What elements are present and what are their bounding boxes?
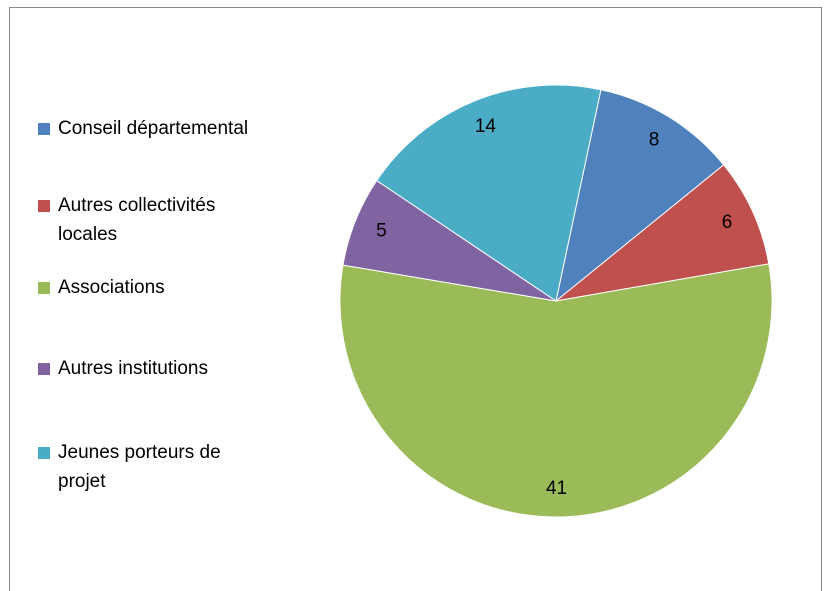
legend-entry: Autres institutions [38, 354, 268, 383]
legend-swatch [38, 282, 50, 294]
legend-swatch [38, 200, 50, 212]
pie-slice [555, 89, 725, 303]
data-label: 6 [722, 212, 733, 233]
legend-entry: Conseil départemental [38, 114, 268, 143]
legend-label: Conseil départemental [58, 118, 249, 139]
legend-label: Autres institutions [58, 358, 208, 379]
data-label: 8 [649, 130, 660, 151]
legend-swatch [38, 123, 50, 135]
data-label: 14 [475, 116, 497, 137]
legend-entry: Autres collectivités locales [38, 191, 268, 249]
pie-slice [376, 84, 602, 302]
legend-label: Autres collectivités locales [58, 195, 216, 245]
legend-swatch [38, 447, 50, 459]
chart-border [9, 7, 822, 591]
legend-entry: Jeunes porteurs de projet [38, 438, 268, 496]
data-label: 41 [546, 478, 567, 499]
data-label: 5 [376, 220, 387, 241]
legend-label: Associations [58, 277, 165, 298]
pie-slice [554, 164, 770, 302]
legend-entry: Associations [38, 273, 268, 302]
legend-label: Jeunes porteurs de projet [58, 442, 221, 492]
pie-slice [339, 263, 773, 518]
legend-swatch [38, 363, 50, 375]
